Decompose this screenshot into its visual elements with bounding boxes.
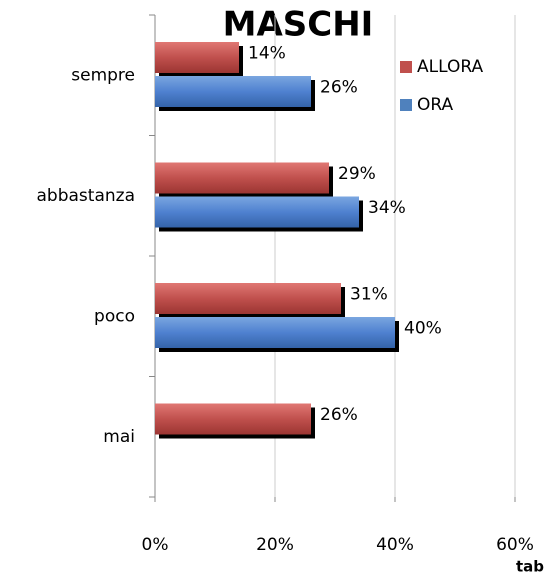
x-tick-label: 40%	[376, 535, 414, 555]
y-tick-label: mai	[103, 427, 135, 447]
bar	[155, 283, 341, 314]
value-label: 31%	[350, 285, 388, 305]
y-tick-label: sempre	[71, 65, 135, 85]
legend-label: ORA	[417, 95, 454, 115]
x-tick-label: 20%	[256, 535, 294, 555]
value-label: 14%	[248, 44, 286, 64]
value-label: 40%	[404, 319, 442, 339]
note: tab	[516, 558, 544, 576]
bar	[155, 162, 329, 194]
bar	[155, 403, 311, 435]
value-label: 26%	[320, 78, 358, 98]
value-label: 26%	[320, 405, 358, 425]
x-tick-label: 60%	[496, 535, 534, 555]
legend-swatch	[400, 61, 412, 73]
y-tick-label: abbastanza	[37, 186, 135, 206]
bar	[155, 196, 359, 228]
legend-swatch	[400, 99, 412, 111]
bar	[155, 76, 311, 107]
chart-title: MASCHI	[223, 5, 374, 45]
bar	[155, 42, 239, 73]
value-label: 34%	[368, 198, 406, 218]
value-label: 29%	[338, 164, 376, 184]
bar	[155, 317, 395, 348]
y-tick-label: poco	[94, 306, 135, 326]
x-tick-label: 0%	[142, 535, 169, 555]
legend-label: ALLORA	[417, 57, 483, 77]
